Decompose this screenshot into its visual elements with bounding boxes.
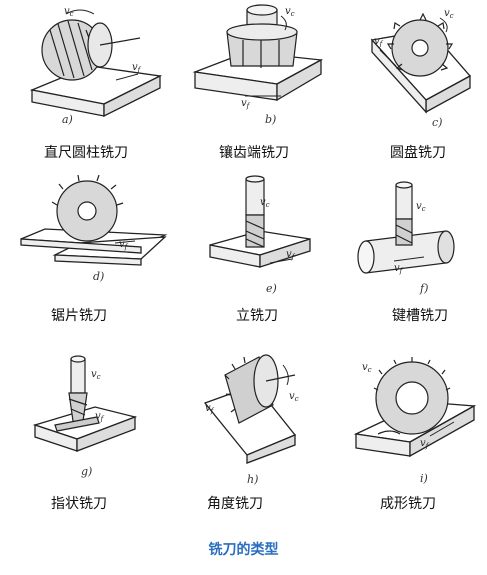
letter-g: g): [81, 465, 93, 478]
angle-cutter-illustration: vc vf: [203, 354, 299, 464]
cell-cylindrical-cutter: vc vf a) 直尺圆柱铣刀: [20, 0, 170, 170]
cell-saw-blade-cutter: vf d) 锯片铣刀: [15, 175, 168, 345]
letter-b: b): [265, 113, 277, 126]
cell-end-mill: vc vf e) 立铣刀: [200, 175, 350, 345]
name-keyway-cutter: 键槽铣刀: [392, 308, 448, 324]
svg-text:vc: vc: [285, 6, 295, 18]
name-end-mill: 立铣刀: [236, 308, 278, 324]
letter-f: f): [420, 282, 429, 295]
cell-disc-cutter: vc vf c) 圆盘铣刀: [340, 0, 487, 170]
name-angle-cutter: 角度铣刀: [207, 496, 263, 512]
cell-finger-cutter: vc vf g) 指状铣刀: [25, 355, 175, 525]
name-form-cutter: 成形铣刀: [380, 496, 436, 512]
svg-text:vc: vc: [444, 8, 454, 20]
svg-text:vf: vf: [286, 249, 296, 261]
disc-cutter-illustration: vc vf: [370, 8, 472, 114]
letter-e: e): [266, 282, 277, 295]
cell-face-mill: vc vf b) 镶齿端铣刀: [185, 0, 335, 170]
svg-text:vf: vf: [95, 411, 105, 423]
svg-text:vf: vf: [132, 62, 142, 74]
svg-text:vf: vf: [394, 263, 404, 275]
name-finger-cutter: 指状铣刀: [51, 496, 107, 512]
figure-caption: 铣刀的类型: [208, 542, 279, 558]
cylindrical-cutter-illustration: vc vf: [29, 6, 163, 118]
svg-text:vc: vc: [260, 197, 270, 209]
svg-text:vf: vf: [374, 36, 384, 48]
name-face-mill: 镶齿端铣刀: [219, 145, 289, 161]
svg-text:vc: vc: [289, 391, 299, 403]
form-cutter-illustration: vc vf: [353, 357, 477, 458]
saw-blade-cutter-illustration: vf: [20, 175, 168, 266]
svg-text:vf: vf: [205, 403, 215, 415]
svg-text:vc: vc: [91, 369, 101, 381]
svg-text:vc: vc: [362, 362, 372, 374]
letter-a: a): [62, 113, 73, 126]
letter-i: i): [420, 472, 428, 485]
svg-text:vc: vc: [64, 6, 74, 18]
name-disc-cutter: 圆盘铣刀: [390, 145, 446, 161]
cell-form-cutter: vc vf i) 成形铣刀: [350, 350, 487, 520]
name-saw-blade-cutter: 锯片铣刀: [51, 308, 107, 324]
svg-text:vc: vc: [416, 201, 426, 213]
face-mill-illustration: vc vf: [192, 4, 324, 110]
letter-c: c): [432, 116, 443, 129]
svg-text:vf: vf: [420, 438, 430, 450]
cell-keyway-cutter: vc vf f) 键槽铣刀: [350, 175, 487, 345]
letter-h: h): [247, 473, 259, 486]
finger-cutter-illustration: vc vf: [32, 355, 138, 452]
svg-text:vf: vf: [241, 98, 251, 110]
name-cylindrical-cutter: 直尺圆柱铣刀: [44, 145, 128, 161]
end-mill-illustration: vc vf: [209, 175, 311, 268]
letter-d: d): [93, 270, 105, 283]
cell-angle-cutter: vc vf h) 角度铣刀: [195, 345, 345, 515]
keyway-cutter-illustration: vc vf: [357, 181, 455, 275]
svg-text:vf: vf: [119, 239, 129, 251]
